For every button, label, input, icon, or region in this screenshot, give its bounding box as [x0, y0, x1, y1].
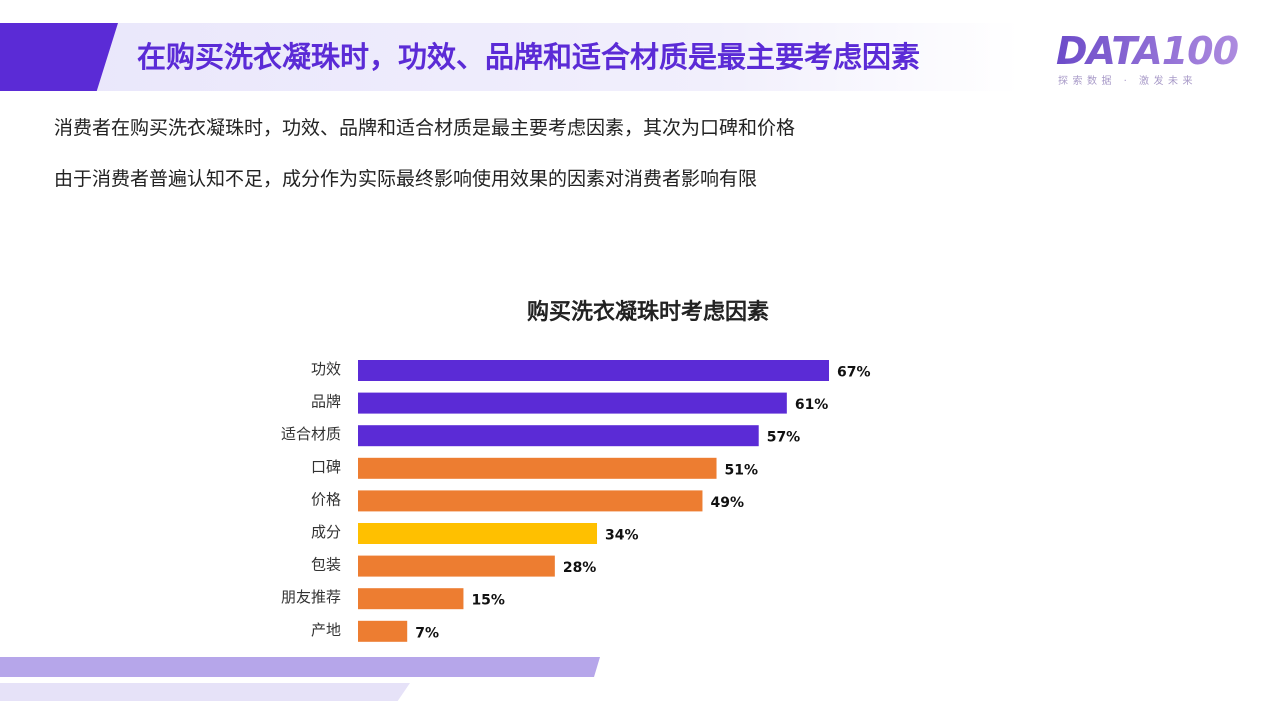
category-label: 朋友推荐	[281, 588, 341, 606]
category-label: 口碑	[311, 458, 341, 476]
footer-decor-bar-light	[0, 683, 410, 701]
bar	[358, 620, 408, 642]
value-label: 34%	[605, 528, 639, 544]
value-label: 61%	[795, 397, 829, 413]
logo-wordmark: DATA100	[1056, 30, 1246, 72]
value-label: 51%	[725, 462, 759, 478]
intro-line-2: 由于消费者普遍认知不足，成分作为实际最终影响使用效果的因素对消费者影响有限	[54, 168, 758, 190]
intro-line-1: 消费者在购买洗衣凝珠时，功效、品牌和适合材质是最主要考虑因素，其次为口碑和价格	[54, 117, 796, 139]
category-label: 包装	[311, 556, 341, 574]
category-label: 产地	[311, 621, 341, 639]
bar	[358, 457, 717, 479]
value-label: 67%	[837, 365, 871, 381]
bar	[358, 588, 464, 610]
bar-chart: 功效 67% 品牌 61% 适合材质 57% 口碑 51% 价格 49% 成分 34% 包装 28% 朋友推…	[281, 360, 871, 642]
value-label: 57%	[767, 430, 801, 446]
value-label: 49%	[710, 495, 744, 511]
page-title: 在购买洗衣凝珠时，功效、品牌和适合材质是最主要考虑因素	[137, 40, 921, 74]
brand-logo: DATA100 探索数据 · 激发未来	[1056, 30, 1246, 90]
bar	[358, 523, 598, 544]
header-band	[0, 23, 1020, 91]
header-accent-shape	[0, 23, 118, 91]
chart-title: 购买洗衣凝珠时考虑因素	[0, 298, 1280, 328]
category-label: 成分	[311, 523, 341, 541]
bar	[358, 490, 703, 512]
value-label: 7%	[415, 625, 439, 641]
bar	[358, 360, 830, 381]
category-label: 功效	[311, 360, 341, 378]
logo-tagline: 探索数据 · 激发未来	[1058, 76, 1198, 87]
chart-title-text: 购买洗衣凝珠时考虑因素	[526, 300, 769, 325]
value-label: 15%	[471, 593, 505, 609]
value-label: 28%	[563, 560, 597, 576]
category-label: 价格	[311, 490, 341, 508]
footer-decor-bar	[0, 657, 600, 677]
bar	[358, 425, 759, 447]
bar	[358, 555, 555, 577]
category-label: 品牌	[311, 393, 341, 411]
bar	[358, 392, 787, 414]
category-label: 适合材质	[281, 425, 341, 443]
